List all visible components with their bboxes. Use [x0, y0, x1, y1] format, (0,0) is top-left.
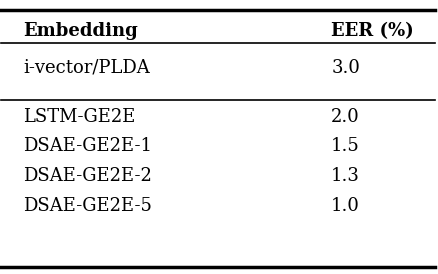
Text: 1.0: 1.0 [331, 197, 360, 215]
Text: DSAE-GE2E-2: DSAE-GE2E-2 [23, 167, 152, 185]
Text: Embedding: Embedding [23, 22, 138, 40]
Text: LSTM-GE2E: LSTM-GE2E [23, 108, 135, 126]
Text: DSAE-GE2E-1: DSAE-GE2E-1 [23, 138, 152, 155]
Text: DSAE-GE2E-5: DSAE-GE2E-5 [23, 197, 152, 215]
Text: EER (%): EER (%) [331, 22, 414, 40]
Text: 2.0: 2.0 [331, 108, 360, 126]
Text: i-vector/PLDA: i-vector/PLDA [23, 59, 150, 77]
Text: 1.3: 1.3 [331, 167, 360, 185]
Text: 3.0: 3.0 [331, 59, 360, 77]
Text: 1.5: 1.5 [331, 138, 360, 155]
